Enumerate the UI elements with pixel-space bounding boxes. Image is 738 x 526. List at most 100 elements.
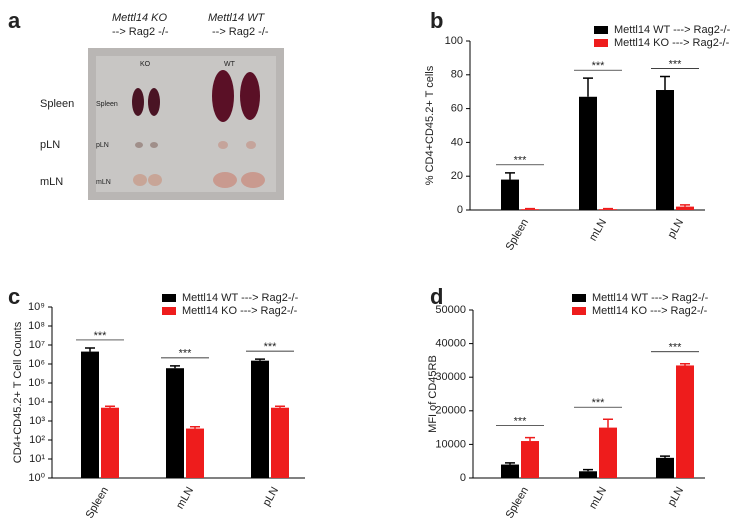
x-tick-label: mLN: [587, 485, 609, 511]
error-bar: [660, 455, 670, 458]
photo-text: Spleen: [96, 101, 118, 108]
error-bar: [680, 204, 690, 207]
y-tick-label: 100: [445, 35, 463, 47]
x-tick-label: mLN: [587, 217, 609, 243]
group-label: Mettl14 WT: [208, 12, 266, 24]
x-tick-label: Spleen: [84, 485, 112, 521]
organ: [212, 70, 234, 122]
error-bar: [603, 418, 613, 428]
panel-label: c: [8, 284, 20, 309]
legend-swatch: [572, 294, 586, 302]
y-axis-label: % CD4+CD45.2+ T cells: [424, 65, 436, 185]
y-tick-label: 50000: [435, 304, 466, 316]
y-tick-label: 0: [460, 472, 466, 484]
significance-label: ***: [179, 348, 193, 360]
significance-label: ***: [669, 342, 683, 354]
group-label: --> Rag2 -/-: [112, 26, 169, 38]
bar: [251, 360, 269, 478]
organ: [240, 72, 260, 120]
x-tick-label: pLN: [666, 485, 687, 509]
x-tick-label: Spleen: [504, 485, 532, 521]
bar: [599, 209, 617, 210]
error-bar: [525, 207, 535, 210]
bar: [656, 457, 674, 478]
bar: [599, 427, 617, 478]
error-bar: [505, 172, 515, 180]
photo-text: KO: [140, 61, 151, 68]
x-tick-label: mLN: [174, 485, 196, 511]
error-bar: [583, 468, 593, 472]
legend-label: Mettl14 WT ---> Rag2-/-: [614, 24, 731, 36]
bar: [166, 368, 184, 478]
y-tick-label: 20: [451, 170, 463, 182]
group-label: --> Rag2 -/-: [212, 26, 269, 38]
y-axis-label: CD4+CD45.2+ T Cell Counts: [12, 321, 24, 463]
organ: [148, 88, 160, 116]
y-tick-label: 10⁹: [28, 301, 45, 313]
photo-panel: a Mettl14 KO --> Rag2 -/- Mettl14 WT -->…: [8, 8, 284, 200]
y-tick-label: 80: [451, 69, 463, 81]
x-tick-label: Spleen: [504, 217, 532, 253]
row-label: Spleen: [40, 98, 74, 110]
legend-label: Mettl14 KO ---> Rag2-/-: [182, 305, 298, 317]
bar: [271, 407, 289, 478]
row-label: pLN: [40, 139, 60, 151]
legend-swatch: [594, 39, 608, 47]
significance-label: ***: [669, 58, 683, 70]
significance-label: ***: [592, 397, 606, 409]
organ: [133, 174, 147, 186]
legend-label: Mettl14 KO ---> Rag2-/-: [592, 305, 708, 317]
bar: [656, 90, 674, 210]
bar: [676, 206, 694, 210]
organ: [135, 142, 143, 148]
y-tick-label: 40: [451, 136, 463, 148]
organ: [213, 172, 237, 188]
x-tick-label: pLN: [261, 485, 282, 509]
bar: [501, 179, 519, 210]
error-bar: [583, 77, 593, 97]
legend-label: Mettl14 KO ---> Rag2-/-: [614, 37, 730, 49]
legend-swatch: [162, 307, 176, 315]
significance-label: ***: [94, 330, 108, 342]
significance-label: ***: [514, 155, 528, 167]
row-label: mLN: [40, 176, 63, 188]
y-tick-label: 10⁵: [28, 377, 45, 389]
bar: [81, 351, 99, 478]
y-tick-label: 10¹: [29, 453, 45, 465]
significance-label: ***: [514, 416, 528, 428]
error-bar: [505, 462, 515, 465]
significance-label: ***: [264, 341, 278, 353]
significance-label: ***: [592, 60, 606, 72]
bar: [101, 407, 119, 478]
error-bar: [525, 436, 535, 442]
organ: [218, 141, 228, 149]
bar: [521, 209, 539, 210]
photo-text: mLN: [96, 179, 111, 186]
panel-label: b: [430, 8, 443, 33]
y-tick-label: 10²: [29, 434, 45, 446]
legend-swatch: [162, 294, 176, 302]
error-bar: [275, 405, 285, 408]
y-tick-label: 10⁴: [28, 396, 45, 408]
organ: [132, 88, 144, 116]
y-tick-label: 40000: [435, 338, 466, 350]
bar: [186, 428, 204, 478]
y-tick-label: 60: [451, 103, 463, 115]
y-tick-label: 10⁸: [28, 320, 45, 332]
group-label: Mettl14 KO: [112, 12, 167, 24]
legend-label: Mettl14 WT ---> Rag2-/-: [592, 292, 709, 304]
error-bar: [255, 358, 265, 361]
y-tick-label: 10⁰: [28, 472, 45, 484]
error-bar: [603, 207, 613, 210]
bar: [579, 96, 597, 210]
bar: [676, 365, 694, 478]
legend-swatch: [572, 307, 586, 315]
y-tick-label: 10000: [435, 438, 466, 450]
panel-label: a: [8, 8, 21, 33]
photo-text: pLN: [96, 142, 109, 149]
error-bar: [680, 363, 690, 366]
organ: [150, 142, 158, 148]
photo-text: WT: [224, 61, 236, 68]
y-tick-label: 0: [457, 204, 463, 216]
